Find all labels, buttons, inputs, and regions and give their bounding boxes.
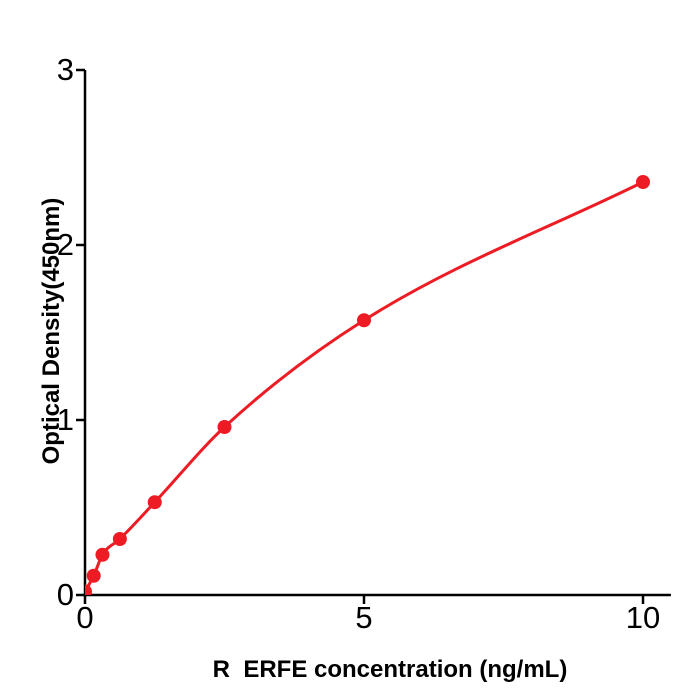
y-tick-label-3: 3 (56, 52, 74, 87)
x-tick-label-10: 10 (625, 600, 661, 635)
x-tick-label-5: 5 (355, 600, 373, 635)
x-axis-title: R ERFE concentration (ng/mL) (212, 656, 568, 683)
y-axis-title: Optical Density(450nm) (38, 197, 65, 465)
y-tick-label-2: 2 (56, 227, 74, 262)
data-point-3 (112, 532, 127, 546)
y-tick-label-0: 0 (56, 577, 74, 612)
data-point-2 (95, 547, 110, 562)
data-point-4 (147, 495, 162, 510)
data-point-6 (357, 313, 371, 328)
fit-curve (85, 180, 644, 593)
y-tick-label-1: 1 (56, 402, 74, 437)
data-point-7 (636, 175, 650, 189)
x-tick-label-0: 0 (76, 600, 94, 635)
data-point-1 (86, 568, 101, 583)
data-point-5 (217, 420, 232, 434)
data-point-0 (85, 584, 92, 595)
